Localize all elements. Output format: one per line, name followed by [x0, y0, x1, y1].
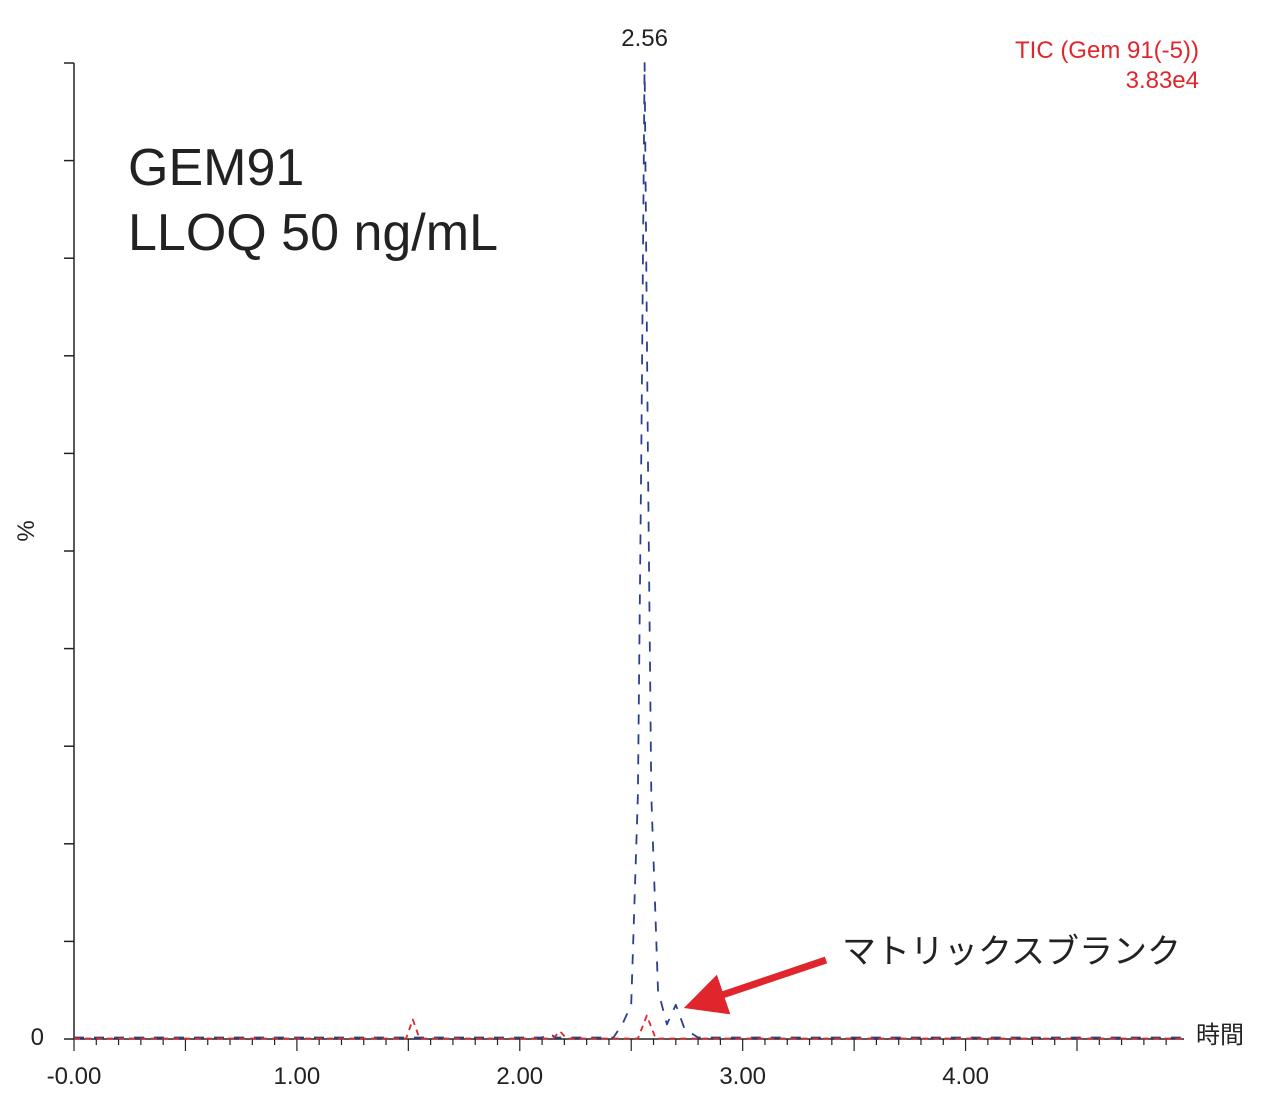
annotation-arrow	[683, 956, 828, 1015]
trace-name-label: TIC (Gem 91(-5))	[1015, 37, 1199, 64]
y-axis-label: %	[13, 520, 40, 541]
title-line: LLOQ 50 ng/mL	[128, 204, 498, 262]
x-tick-label: 1.00	[274, 1063, 321, 1090]
peak-label: 2.56	[621, 25, 668, 52]
y-tick-label: 0	[31, 1024, 44, 1051]
title-line: GEM91	[128, 139, 304, 197]
x-tick-label: -0.00	[47, 1063, 102, 1090]
trace-intensity-label: 3.83e4	[1126, 67, 1199, 94]
x-axis-label: 時間	[1196, 1022, 1244, 1049]
annotation-text: マトリックスブランク	[842, 933, 1181, 971]
x-tick-label: 4.00	[942, 1063, 989, 1090]
x-tick-label: 2.00	[496, 1063, 543, 1090]
series-trace-1	[74, 1014, 1184, 1040]
x-tick-label: 3.00	[719, 1063, 766, 1090]
